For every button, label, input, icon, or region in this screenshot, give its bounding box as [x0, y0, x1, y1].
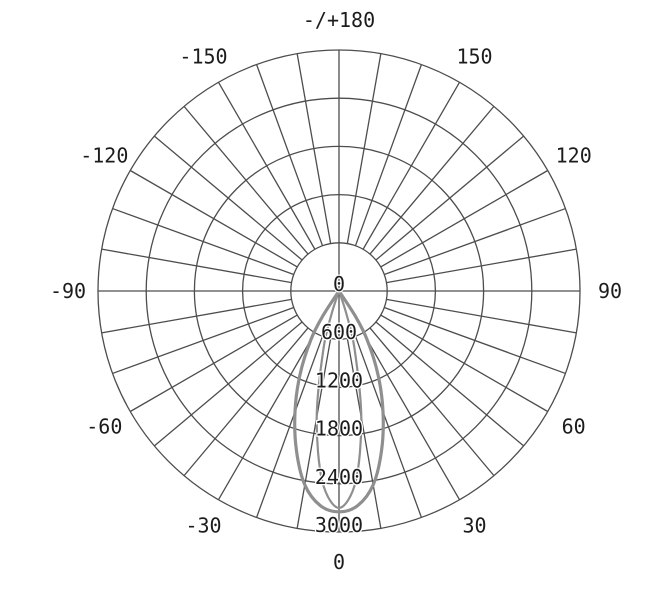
- grid-spoke: [112, 207, 294, 276]
- grid-spoke: [375, 321, 525, 447]
- angle-label-90: 90: [598, 279, 622, 303]
- grid-spoke: [153, 135, 303, 261]
- narrow-beam-curve: [315, 289, 363, 509]
- grid-spoke: [384, 306, 566, 375]
- grid-spoke: [101, 248, 292, 284]
- radial-label-1200: 1200: [315, 368, 363, 392]
- angle-label-120: 120: [556, 144, 592, 168]
- grid-spoke: [346, 53, 382, 244]
- grid-spoke: [362, 81, 461, 250]
- grid-spoke: [129, 169, 298, 268]
- grid-spoke: [255, 336, 324, 518]
- radial-label-3000: 3000: [315, 513, 363, 537]
- radial-label-600: 600: [321, 320, 357, 344]
- grid-spoke: [183, 105, 309, 255]
- angle-label--150: -150: [179, 44, 227, 68]
- wide-beam-curve: [293, 289, 385, 514]
- grid-spoke: [255, 64, 324, 246]
- grid-spoke: [362, 332, 461, 501]
- grid-spoke: [296, 53, 332, 244]
- angle-label-150: 150: [456, 44, 492, 68]
- grid-spoke: [369, 327, 495, 477]
- grid-spoke: [217, 81, 316, 250]
- radial-label-0: 0: [333, 272, 345, 296]
- angle-label-30: 30: [462, 514, 486, 538]
- grid-spoke: [384, 207, 566, 276]
- grid-spoke: [386, 248, 577, 284]
- radial-label-1800: 1800: [315, 417, 363, 441]
- grid-spoke: [380, 314, 549, 413]
- grid-spoke: [217, 332, 316, 501]
- grid-spoke: [296, 338, 332, 529]
- grid-spoke: [346, 338, 382, 529]
- radial-label-2400: 2400: [315, 465, 363, 489]
- grid-spoke: [354, 336, 423, 518]
- grid-spoke: [101, 298, 292, 334]
- grid-spoke: [153, 321, 303, 447]
- grid-spoke: [112, 306, 294, 375]
- grid-spoke: [183, 327, 309, 477]
- grid-spoke: [369, 105, 495, 255]
- angle-label-180: -/+180: [303, 8, 375, 32]
- grid-spoke: [129, 314, 298, 413]
- angle-label--120: -120: [80, 144, 128, 168]
- angle-label--60: -60: [86, 415, 122, 439]
- grid-spoke: [375, 135, 525, 261]
- angle-label--90: -90: [50, 279, 86, 303]
- grid-spoke: [386, 298, 577, 334]
- angle-label-60: 60: [562, 415, 586, 439]
- grid-spoke: [380, 169, 549, 268]
- angle-label-0: 0: [333, 550, 345, 574]
- grid-spoke: [354, 64, 423, 246]
- angle-label--30: -30: [185, 514, 221, 538]
